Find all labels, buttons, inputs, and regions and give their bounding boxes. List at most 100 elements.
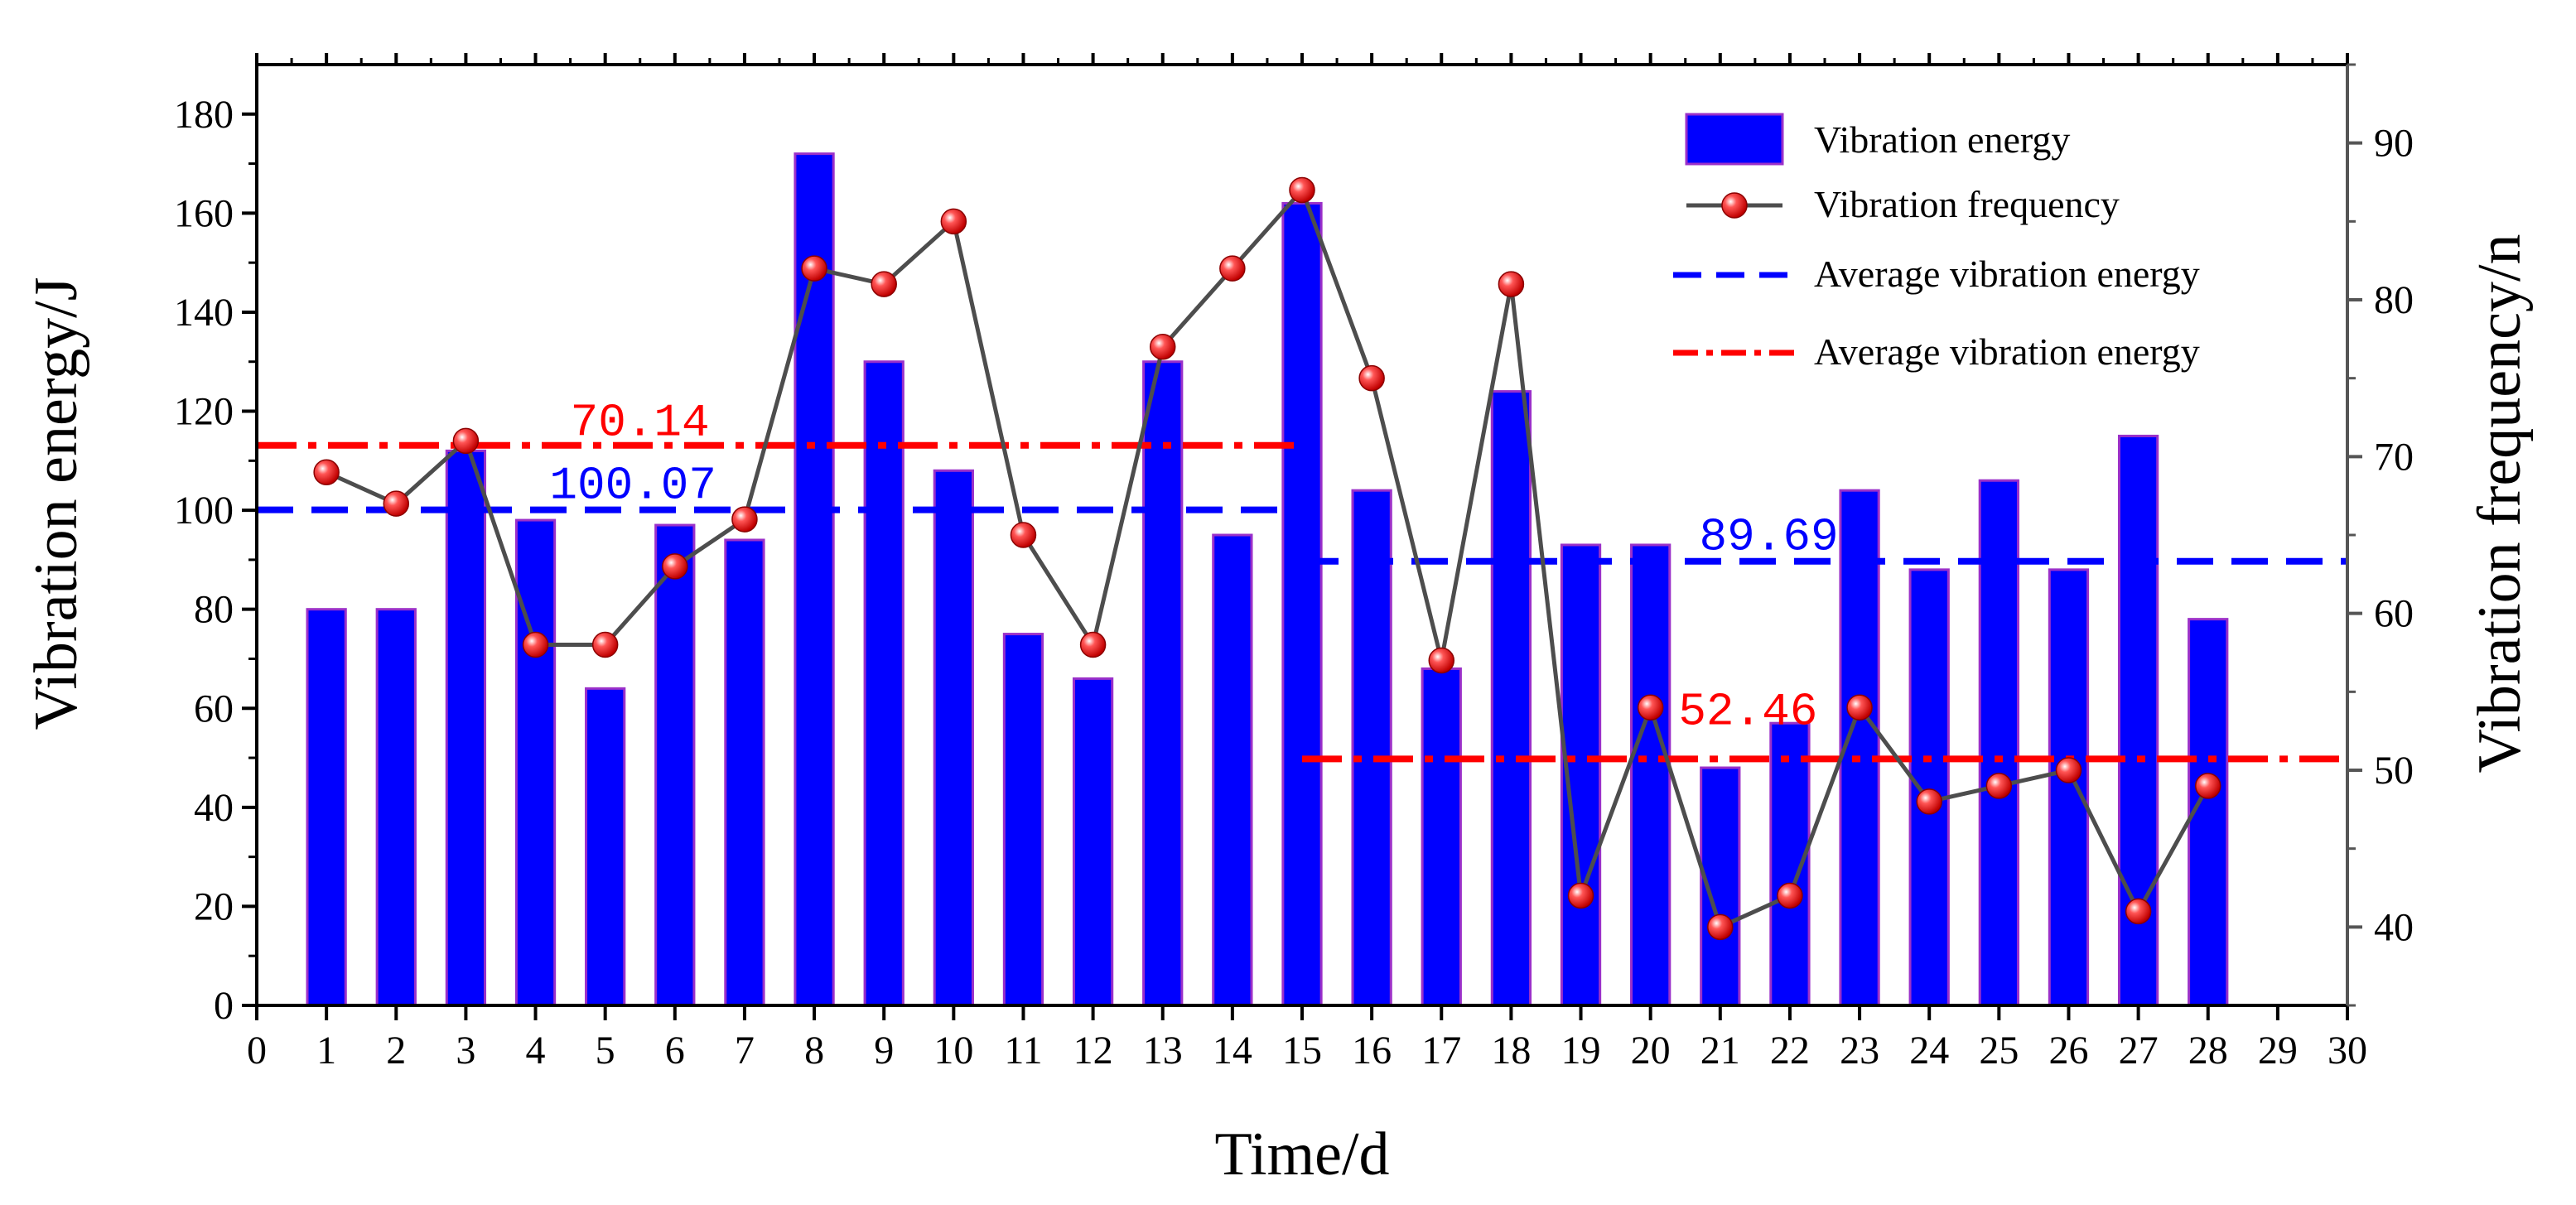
x-tick-label: 15	[1282, 1029, 1322, 1072]
energy-bar	[654, 523, 696, 1007]
x-tick-label: 1	[316, 1029, 336, 1072]
energy-bar	[585, 687, 626, 1007]
frequency-marker	[801, 255, 827, 282]
frequency-marker	[1916, 788, 1942, 815]
energy-bar	[794, 152, 835, 1007]
frequency-marker	[1010, 522, 1037, 548]
legend-swatch-marker	[1721, 192, 1748, 219]
x-tick-label: 5	[596, 1029, 615, 1072]
y-tick-label: 160	[174, 191, 234, 235]
legend-label: Average vibration energy	[1814, 253, 2200, 295]
y-tick-label: 20	[194, 884, 234, 928]
frequency-marker	[1985, 773, 2013, 799]
x-tick-label: 6	[665, 1029, 685, 1072]
frequency-marker	[1289, 176, 1315, 204]
energy-bar	[1072, 677, 1114, 1007]
frequency-marker	[452, 427, 480, 455]
y-tick-label: 180	[174, 93, 234, 137]
energy-bar	[445, 449, 487, 1007]
x-tick-label: 26	[2048, 1029, 2088, 1072]
energy-bar	[1212, 533, 1253, 1007]
energy-bar	[375, 608, 417, 1007]
energy-bar	[1421, 667, 1462, 1007]
energy-bar	[1908, 568, 1950, 1007]
y-tick-label: 120	[174, 390, 234, 434]
x-tick-label: 19	[1561, 1029, 1601, 1072]
x-tick-label: 2	[386, 1029, 406, 1072]
y2-tick-label: 60	[2374, 592, 2414, 636]
energy-bar	[1351, 489, 1392, 1007]
x-tick-label: 8	[804, 1029, 824, 1072]
y-tick-label: 60	[194, 687, 234, 730]
x-tick-label: 14	[1213, 1029, 1252, 1072]
energy-bar	[863, 360, 904, 1007]
avg-frequency-label: 70.14	[571, 397, 710, 450]
x-tick-label: 7	[735, 1029, 755, 1072]
frequency-marker	[662, 553, 688, 580]
frequency-marker	[2194, 773, 2221, 799]
x-tick-label: 0	[247, 1029, 267, 1072]
average-labels: 100.07 89.69 70.14 52.46	[549, 397, 1838, 739]
x-tick-label: 10	[933, 1029, 973, 1072]
frequency-marker	[871, 271, 897, 297]
legend-label: Vibration frequency	[1814, 183, 2120, 225]
axes: 0 1 2 3 4 5 6 7 8 9 10 11 12 13 14 15 16 17 18 19 20 21 22 23 24…	[174, 53, 2414, 1072]
x-tick-label: 28	[2188, 1029, 2228, 1072]
frequency-marker	[1637, 694, 1664, 721]
legend: Vibration energy Vibration frequency Avera…	[1673, 113, 2200, 373]
frequency-marker	[2055, 757, 2082, 783]
x-tick-label: 3	[456, 1029, 475, 1072]
x-tick-label: 30	[2328, 1029, 2367, 1072]
x-tick-label: 27	[2119, 1029, 2159, 1072]
frequency-marker	[1567, 882, 1594, 909]
energy-bar	[1630, 543, 1672, 1007]
energy-bar	[933, 469, 974, 1007]
energy-bar	[2048, 568, 2090, 1007]
energy-bar	[306, 608, 347, 1007]
x-tick-label: 18	[1491, 1029, 1531, 1072]
frequency-series	[313, 176, 2221, 941]
x-tick-label: 9	[874, 1029, 894, 1072]
x-tick-label: 21	[1700, 1029, 1740, 1072]
x-tick-label: 20	[1631, 1029, 1671, 1072]
y-tick-label: 40	[194, 786, 234, 830]
x-tick-label: 12	[1073, 1029, 1113, 1072]
frequency-marker	[1219, 255, 1246, 282]
x-tick-label: 25	[1979, 1029, 2019, 1072]
frequency-marker	[1777, 882, 1803, 909]
x-tick-label: 11	[1004, 1029, 1042, 1072]
frequency-marker	[1428, 647, 1455, 674]
frequency-marker	[1498, 271, 1525, 297]
frequency-marker	[1358, 364, 1385, 392]
y2-tick-label: 80	[2374, 278, 2414, 322]
frequency-marker	[591, 631, 619, 658]
avg-energy-label: 100.07	[549, 460, 716, 513]
frequency-marker	[1846, 694, 1873, 721]
frequency-marker	[383, 490, 410, 517]
legend-swatch-bar	[1685, 113, 1784, 166]
energy-bar	[514, 518, 557, 1007]
legend-label: Vibration energy	[1814, 118, 2070, 161]
frequency-marker	[1079, 631, 1107, 658]
x-axis-title: Time/d	[1214, 1121, 1389, 1188]
frequency-marker	[1149, 334, 1176, 360]
y-tick-label: 140	[174, 291, 234, 335]
energy-bar	[1142, 360, 1184, 1007]
y2-tick-label: 90	[2374, 122, 2414, 166]
x-tick-label: 13	[1143, 1029, 1183, 1072]
frequency-marker	[522, 631, 549, 658]
energy-bar	[1002, 633, 1044, 1007]
frequency-marker	[731, 506, 758, 533]
y-axis-title: Vibration energy/J	[22, 277, 90, 730]
frequency-marker	[1707, 913, 1734, 941]
x-tick-label: 23	[1840, 1029, 1879, 1072]
y2-tick-label: 50	[2374, 749, 2414, 793]
y2-tick-label: 40	[2374, 905, 2414, 949]
x-tick-label: 24	[1909, 1029, 1949, 1072]
frequency-marker	[313, 459, 340, 486]
x-tick-label: 22	[1770, 1029, 1810, 1072]
x-tick-label: 16	[1352, 1029, 1392, 1072]
average-lines	[257, 441, 2347, 763]
y2-tick-label: 70	[2374, 435, 2414, 479]
